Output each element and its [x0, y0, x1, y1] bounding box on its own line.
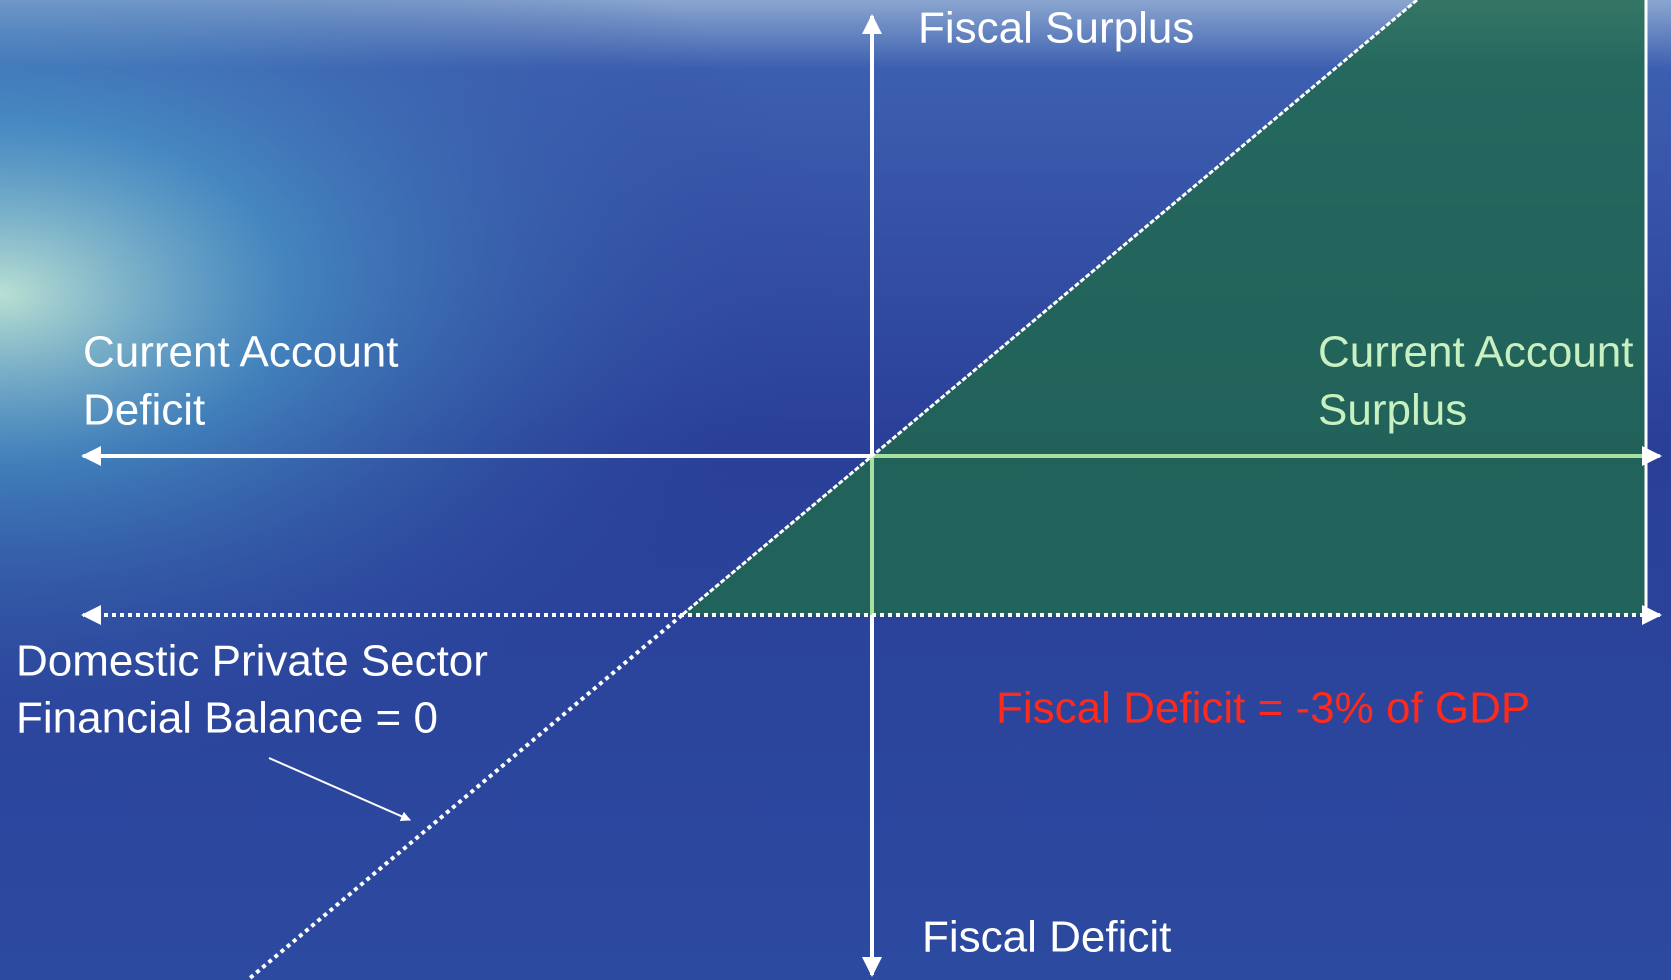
- surplus-region: [682, 0, 1646, 615]
- axis-label: Fiscal Deficit: [922, 913, 1171, 962]
- axis-label: Current Account: [1318, 328, 1634, 377]
- pointer-arrow: [268, 757, 411, 821]
- axis-label: Fiscal Surplus: [918, 4, 1194, 53]
- axis-label: Surplus: [1318, 386, 1467, 435]
- axis-label: Deficit: [83, 386, 205, 435]
- balance-line-dotted: [248, 613, 684, 980]
- line-label: Financial Balance = 0: [16, 694, 438, 743]
- balance-line: [681, 0, 1418, 617]
- axis-label: Current Account: [83, 328, 399, 377]
- line-label: Domestic Private Sector: [16, 637, 488, 686]
- fiscal-label: Fiscal Deficit = -3% of GDP: [996, 684, 1530, 733]
